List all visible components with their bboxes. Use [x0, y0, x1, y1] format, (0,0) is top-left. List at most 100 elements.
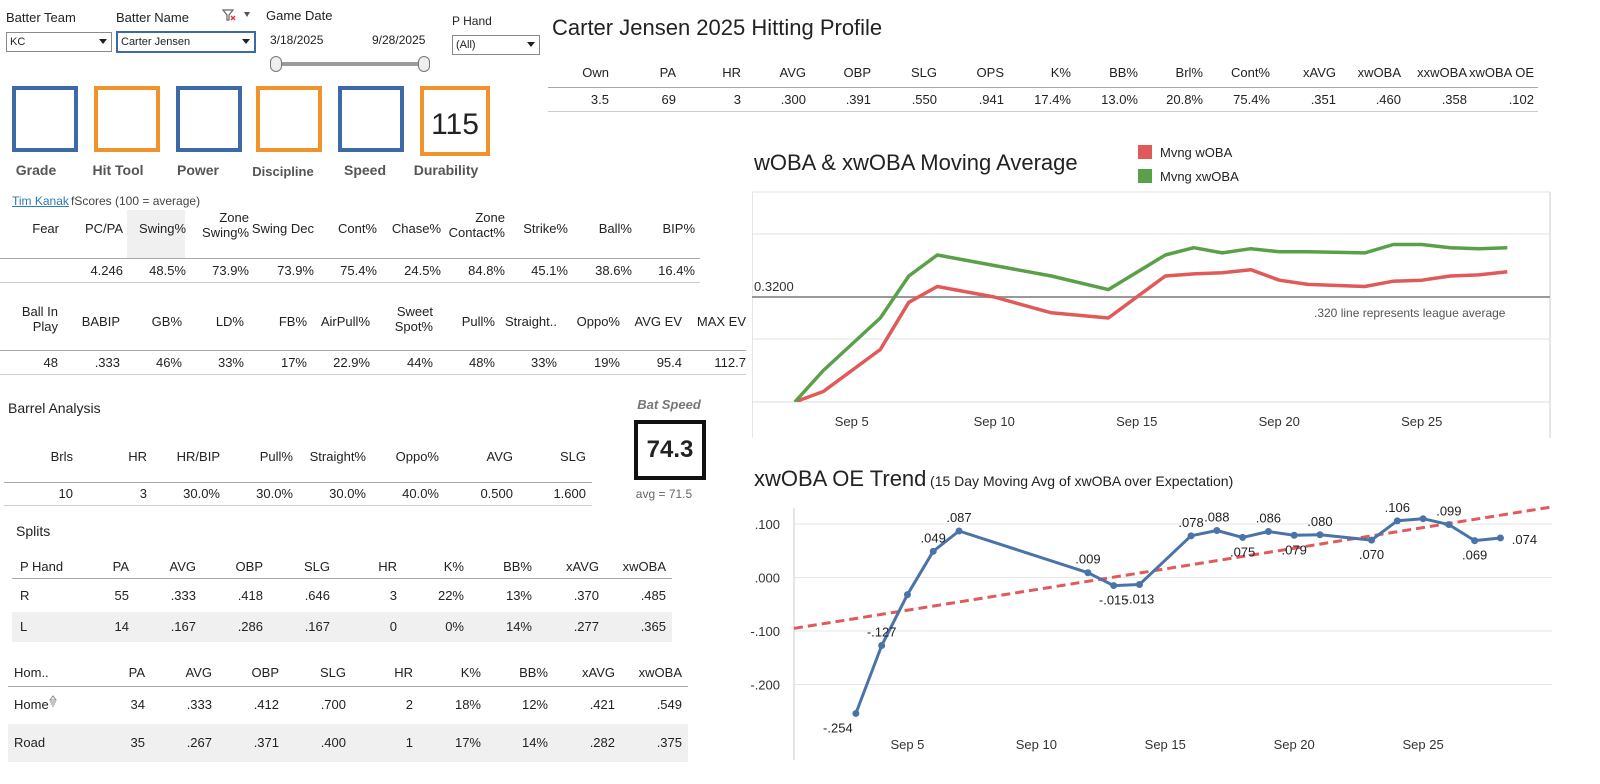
hit-tool-box: [94, 86, 160, 152]
data-point: [1496, 534, 1504, 542]
data-label: .106: [1385, 500, 1410, 515]
tim-kanak-link[interactable]: Tim Kanak: [12, 194, 69, 208]
column-header: OBP: [843, 65, 871, 80]
column-header: PC/PA: [84, 221, 123, 236]
table-cell: .391: [845, 92, 871, 107]
chevron-down-icon: [527, 42, 535, 47]
column-header: K%: [1050, 65, 1071, 80]
column-header: Strike%: [523, 221, 568, 236]
table-cell: .167: [304, 619, 330, 634]
table-cell: .365: [640, 619, 666, 634]
table-cell: .167: [170, 619, 196, 634]
table-cell: .418: [237, 588, 263, 603]
data-point: [1239, 533, 1247, 541]
data-point: [1213, 526, 1221, 534]
data-point: [852, 709, 860, 717]
table-cell: 10: [58, 486, 73, 501]
divider: [0, 350, 746, 351]
table-cell: 3: [139, 486, 147, 501]
table-cell: 3: [733, 92, 741, 107]
column-header: Zone Swing%: [202, 210, 249, 240]
table-cell: 1.600: [553, 486, 586, 501]
column-header: Zone Contact%: [448, 210, 505, 240]
table-cell: .282: [589, 735, 615, 750]
table-cell: .351: [1310, 92, 1336, 107]
table-cell: 33%: [530, 355, 557, 370]
table-cell: 24.5%: [404, 263, 441, 278]
table-cell: 84.8%: [468, 263, 505, 278]
x-tick-label: Sep 15: [1145, 737, 1186, 752]
column-header: Swing Dec: [251, 221, 314, 236]
data-label: .075: [1230, 544, 1255, 559]
legend-swatch-woba: [1138, 145, 1152, 159]
column-header: AVG: [185, 665, 213, 680]
date-slider-track[interactable]: [276, 62, 424, 66]
divider: [0, 282, 700, 283]
table-cell: .550: [911, 92, 937, 107]
table-cell: 40.0%: [402, 486, 439, 501]
data-point: [955, 527, 963, 535]
y-tick-label: .100: [755, 517, 780, 532]
table-cell: 35: [130, 735, 145, 750]
table-cell: 1: [405, 735, 413, 750]
column-header: PA: [659, 65, 676, 80]
y-tick-label: .000: [755, 571, 780, 586]
swing-column-highlight: [127, 210, 185, 258]
table-cell: 22%: [437, 588, 464, 603]
column-header: HR: [128, 449, 147, 464]
table-cell: 0.500: [480, 486, 513, 501]
series-line: [854, 517, 1501, 714]
sort-icon[interactable]: [49, 695, 57, 707]
legend-swatch-xwoba: [1138, 169, 1152, 183]
column-header: K%: [443, 559, 464, 574]
column-header: Swing%: [139, 221, 186, 236]
table-cell: 17%: [454, 735, 481, 750]
bat-speed-label: Bat Speed: [637, 397, 701, 412]
y-tick-label: -.200: [750, 678, 780, 693]
table-cell: 75.4%: [340, 263, 377, 278]
column-header: OPS: [976, 65, 1004, 80]
date-slider-start-handle[interactable]: [270, 56, 282, 72]
date-slider-end-handle[interactable]: [418, 56, 430, 72]
column-header: PA: [128, 665, 145, 680]
x-tick-label: Sep 5: [890, 737, 924, 752]
column-header: xwOBA: [638, 665, 682, 680]
table-cell: 48.5%: [149, 263, 186, 278]
data-label: .088: [1204, 509, 1229, 524]
data-label: .086: [1256, 511, 1281, 526]
profile-title: Carter Jensen 2025 Hitting Profile: [552, 15, 883, 40]
batter-team-select[interactable]: KC: [6, 32, 112, 52]
oe-trend-header: xwOBA OE Trend (15 Day Moving Avg of xwO…: [754, 466, 1233, 492]
batter-name-select[interactable]: Carter Jensen: [116, 31, 256, 53]
column-header: AVG: [486, 449, 514, 464]
divider: [0, 258, 700, 259]
data-label: .009: [1075, 552, 1100, 567]
column-header: xwOBA: [1357, 65, 1401, 80]
table-cell: 75.4%: [1233, 92, 1270, 107]
column-header: xwOBA: [622, 559, 666, 574]
p-hand-select[interactable]: (All): [452, 35, 540, 55]
table-cell: .400: [320, 735, 346, 750]
column-header: Oppo%: [576, 314, 620, 329]
data-label: .099: [1436, 504, 1461, 519]
trend-line: [793, 505, 1553, 630]
discipline-box: [256, 86, 322, 152]
batter-team-value: KC: [10, 36, 26, 48]
data-point: [903, 591, 911, 599]
batter-name-label: Batter Name: [116, 10, 189, 25]
table-cell: 38.6%: [595, 263, 632, 278]
column-header: K%: [460, 665, 481, 680]
data-point: [1135, 581, 1143, 589]
date-start: 3/18/2025: [270, 33, 324, 47]
table-cell: .333: [186, 697, 212, 712]
divider: [12, 578, 672, 579]
date-end: 9/28/2025: [372, 33, 426, 47]
table-cell: 44%: [406, 355, 433, 370]
table-cell: 4.246: [90, 263, 123, 278]
grade-label: Grade: [15, 162, 57, 178]
column-header: AVG: [779, 65, 807, 80]
clear-filter-icon[interactable]: [222, 8, 252, 22]
column-header: Pull%: [461, 314, 495, 329]
data-label: .080: [1307, 514, 1332, 529]
table-cell: 30.0%: [256, 486, 293, 501]
